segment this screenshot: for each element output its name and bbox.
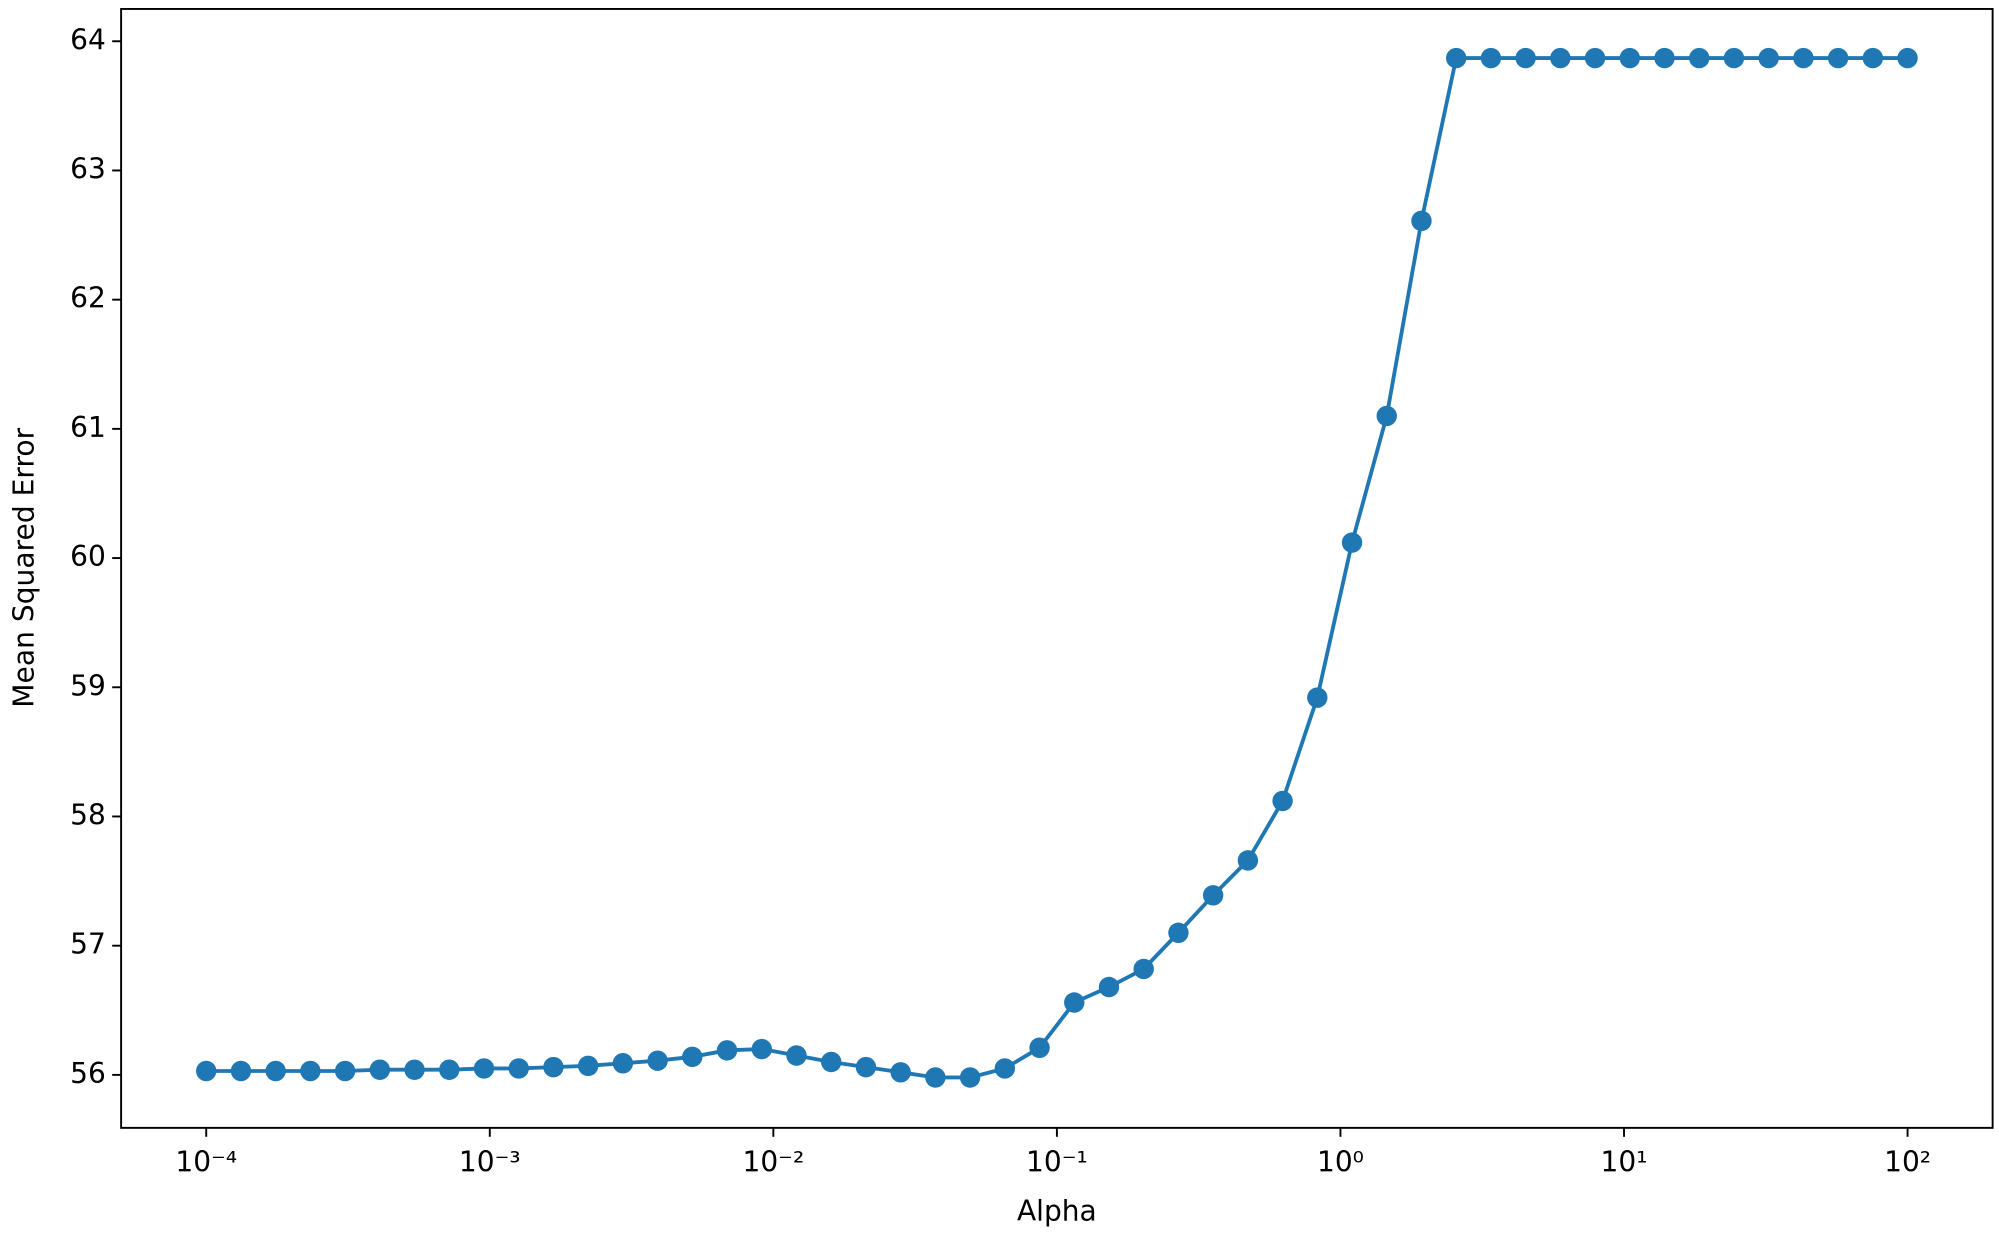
marker [1445, 47, 1467, 69]
y-tick-label: 61 [70, 411, 106, 444]
marker [369, 1059, 391, 1080]
marker [543, 1056, 564, 1078]
marker [1029, 1037, 1050, 1058]
marker [1584, 47, 1606, 69]
marker [196, 1060, 217, 1082]
marker [473, 1058, 495, 1079]
x-tick-label: 10⁻³ [459, 1146, 521, 1179]
marker [821, 1051, 842, 1073]
y-tick-label: 62 [70, 282, 106, 315]
x-tick-label: 10¹ [1601, 1146, 1648, 1179]
marker [1897, 47, 1918, 69]
x-axis-label: Alpha [1017, 1194, 1097, 1227]
marker [959, 1067, 981, 1088]
marker [1793, 47, 1814, 69]
marker [647, 1050, 668, 1071]
marker [1098, 976, 1120, 998]
x-tick-label: 10⁻² [742, 1146, 804, 1179]
marker [1237, 850, 1259, 871]
y-tick-label: 60 [70, 540, 106, 573]
marker [1133, 958, 1154, 980]
marker [508, 1058, 529, 1079]
marker [265, 1060, 286, 1082]
marker [1168, 922, 1189, 943]
marker [1654, 47, 1675, 69]
marker [612, 1053, 634, 1074]
marker [439, 1059, 460, 1080]
marker [682, 1046, 703, 1068]
x-tick-label: 10⁰ [1317, 1146, 1364, 1179]
marker [751, 1038, 772, 1060]
marker [1619, 47, 1641, 69]
marker [300, 1060, 321, 1082]
marker [1064, 992, 1085, 1013]
marker [1515, 47, 1536, 69]
marker [1411, 210, 1432, 232]
marker [1307, 687, 1328, 708]
y-axis-label: Mean Squared Error [8, 427, 41, 707]
y-tick-label: 63 [70, 152, 106, 185]
marker [716, 1040, 738, 1061]
marker [1862, 47, 1884, 69]
marker [890, 1062, 911, 1083]
marker [1272, 790, 1293, 812]
y-tick-label: 59 [70, 669, 106, 702]
marker [577, 1055, 599, 1077]
marker [1480, 47, 1502, 69]
x-tick-label: 10² [1884, 1146, 1931, 1179]
marker [1376, 405, 1397, 427]
x-tick-label: 10⁻¹ [1026, 1146, 1088, 1179]
x-tick-label: 10⁻⁴ [175, 1146, 237, 1179]
marker [1723, 47, 1745, 69]
marker [1202, 885, 1224, 906]
marker [404, 1059, 425, 1080]
marker [994, 1058, 1016, 1079]
marker [1341, 532, 1363, 553]
y-tick-label: 57 [70, 928, 106, 961]
marker [855, 1056, 877, 1078]
line [206, 56, 1908, 1080]
marker [334, 1060, 356, 1082]
marker [1758, 47, 1779, 69]
marker [1689, 47, 1710, 69]
marker [925, 1067, 946, 1088]
y-tick-label: 56 [70, 1057, 106, 1090]
marker [1827, 47, 1849, 69]
y-tick-label: 58 [70, 798, 106, 831]
y-tick-label: 64 [70, 23, 106, 56]
marker [1550, 47, 1571, 69]
marker [230, 1060, 252, 1082]
marker [786, 1045, 807, 1066]
plot-frame [120, 7, 1994, 1129]
